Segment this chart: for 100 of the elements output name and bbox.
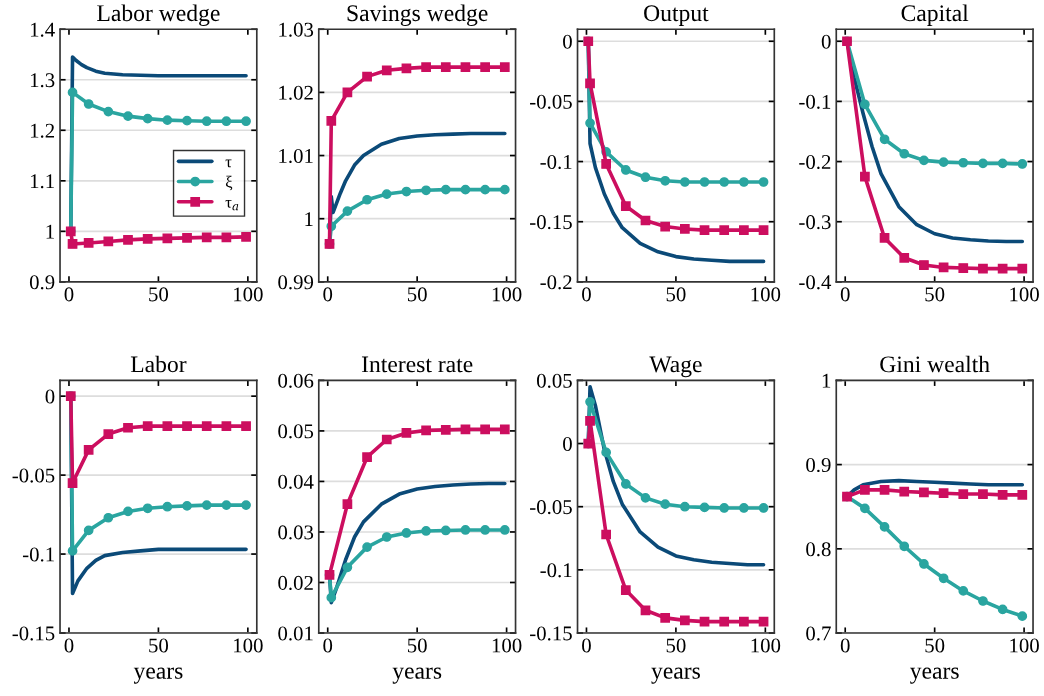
- point: [699, 177, 710, 187]
- x-tick-label: 50: [925, 287, 945, 302]
- point: [201, 232, 212, 243]
- point: [601, 529, 612, 540]
- x-tick-label: 100: [751, 287, 781, 302]
- y-tick-label: 0.06: [278, 373, 314, 388]
- point: [620, 585, 631, 595]
- point: [1017, 490, 1028, 500]
- point: [142, 503, 153, 514]
- y-tick-label: -0.4: [799, 275, 832, 290]
- point: [326, 592, 337, 603]
- x-tick-label: 0: [582, 638, 591, 653]
- y-tick-label: 0: [563, 34, 572, 49]
- point: [362, 194, 372, 205]
- point: [201, 421, 212, 432]
- point: [997, 604, 1008, 615]
- point: [162, 233, 173, 244]
- point: [421, 425, 431, 436]
- point: [142, 421, 153, 432]
- point: [958, 157, 969, 168]
- point: [860, 503, 870, 514]
- x-tick-label: 100: [492, 638, 522, 653]
- x-tick-label: 50: [666, 638, 686, 653]
- x-tick-label: 50: [149, 287, 169, 302]
- y-tick-label: -0.1: [799, 94, 831, 109]
- point: [162, 501, 173, 512]
- point: [142, 234, 153, 244]
- point: [142, 113, 153, 124]
- y-tick-label: -0.1: [540, 154, 572, 170]
- point: [123, 111, 133, 121]
- point: [83, 525, 94, 536]
- y-tick-label: 1: [822, 373, 831, 388]
- point: [585, 118, 595, 128]
- point: [182, 501, 192, 511]
- point: [699, 225, 710, 235]
- y-tick-label: 1.2: [30, 123, 55, 138]
- point: [660, 175, 671, 186]
- point: [67, 239, 78, 249]
- point: [362, 542, 372, 552]
- chart-title: Labor wedge: [97, 4, 220, 26]
- point: [879, 522, 890, 532]
- y-tick-label: 0.7: [806, 626, 831, 641]
- y-tick-label: 1.3: [30, 73, 55, 88]
- point: [342, 206, 353, 216]
- x-tick-label: 0: [840, 287, 850, 302]
- x-axis-title: years: [910, 667, 959, 684]
- y-tick-label: -0.2: [799, 154, 831, 170]
- x-tick-label: 100: [1010, 638, 1039, 653]
- point: [879, 134, 890, 145]
- point: [679, 177, 690, 187]
- y-tick-label: 1.1: [30, 174, 54, 189]
- point: [860, 99, 870, 110]
- point: [401, 428, 412, 438]
- point: [460, 525, 471, 535]
- point: [499, 62, 510, 72]
- point: [699, 616, 710, 627]
- y-tick-label: -0.15: [530, 626, 572, 641]
- point: [640, 172, 651, 183]
- point: [241, 232, 251, 242]
- point: [739, 616, 749, 627]
- y-tick-label: -0.1: [540, 563, 572, 578]
- legend-label: τ$_{a}$: [225, 199, 239, 211]
- point: [899, 486, 910, 497]
- point: [381, 189, 392, 199]
- chart-title: Savings wedge: [347, 4, 488, 26]
- point: [342, 562, 353, 573]
- point: [362, 452, 372, 463]
- point: [123, 506, 133, 517]
- point: [103, 106, 114, 117]
- point: [899, 541, 910, 552]
- point: [860, 171, 870, 182]
- point: [221, 116, 232, 127]
- y-tick-label: 0.9: [806, 457, 831, 473]
- point: [381, 532, 392, 542]
- y-tick-label: 0.05: [278, 424, 314, 439]
- chart-title: Output: [644, 5, 709, 26]
- point: [938, 573, 949, 584]
- point: [620, 201, 631, 211]
- point: [660, 499, 671, 510]
- point: [978, 263, 988, 274]
- point: [241, 500, 251, 510]
- point: [381, 434, 392, 445]
- y-tick-label: 1.4: [30, 22, 55, 37]
- point: [381, 65, 392, 76]
- point: [620, 165, 631, 175]
- point: [739, 225, 749, 235]
- point: [620, 479, 631, 489]
- x-tick-label: 0: [64, 638, 74, 653]
- point: [860, 484, 870, 495]
- point: [221, 421, 232, 432]
- point: [499, 424, 510, 435]
- point: [460, 184, 471, 195]
- point: [899, 252, 910, 263]
- point: [83, 238, 94, 248]
- point: [201, 500, 212, 510]
- chart-title: Wage: [649, 356, 702, 378]
- point: [899, 148, 910, 159]
- chart-title: Gini wealth: [880, 355, 990, 373]
- x-tick-label: 50: [407, 287, 427, 302]
- y-tick-label: 1: [305, 212, 313, 226]
